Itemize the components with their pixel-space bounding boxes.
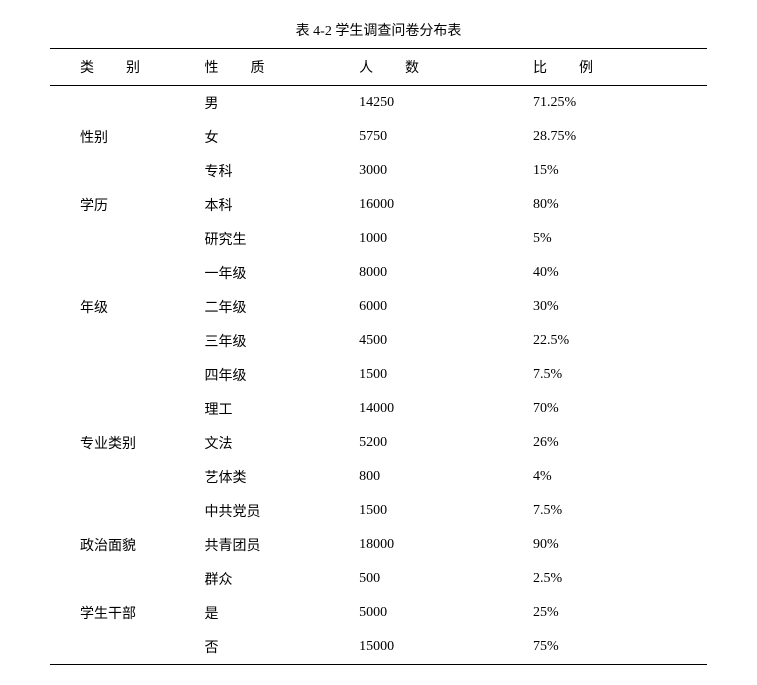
- cell-category: 性别: [50, 120, 195, 154]
- table-body: 男1425071.25%性别女575028.75%专科300015%学历本科16…: [50, 86, 707, 665]
- cell-ratio: 70%: [523, 392, 707, 426]
- cell-count: 5200: [339, 426, 523, 460]
- cell-property: 群众: [195, 562, 340, 596]
- cell-count: 6000: [339, 290, 523, 324]
- cell-category: 学生干部: [50, 596, 195, 630]
- table-row: 一年级800040%: [50, 256, 707, 290]
- cell-ratio: 75%: [523, 630, 707, 665]
- cell-category: [50, 460, 195, 494]
- cell-ratio: 30%: [523, 290, 707, 324]
- cell-count: 800: [339, 460, 523, 494]
- cell-count: 5000: [339, 596, 523, 630]
- cell-count: 8000: [339, 256, 523, 290]
- cell-property: 专科: [195, 154, 340, 188]
- table-row: 四年级15007.5%: [50, 358, 707, 392]
- cell-ratio: 5%: [523, 222, 707, 256]
- cell-count: 14250: [339, 86, 523, 121]
- table-row: 学生干部是500025%: [50, 596, 707, 630]
- cell-category: 学历: [50, 188, 195, 222]
- cell-count: 1000: [339, 222, 523, 256]
- cell-ratio: 28.75%: [523, 120, 707, 154]
- header-count: 人数: [339, 49, 523, 86]
- cell-category: 政治面貌: [50, 528, 195, 562]
- cell-category: [50, 494, 195, 528]
- cell-property: 男: [195, 86, 340, 121]
- cell-property: 艺体类: [195, 460, 340, 494]
- table-row: 群众5002.5%: [50, 562, 707, 596]
- header-category: 类别: [50, 49, 195, 86]
- cell-property: 研究生: [195, 222, 340, 256]
- cell-count: 15000: [339, 630, 523, 665]
- cell-property: 二年级: [195, 290, 340, 324]
- cell-property: 三年级: [195, 324, 340, 358]
- cell-category: 专业类别: [50, 426, 195, 460]
- cell-property: 是: [195, 596, 340, 630]
- cell-category: [50, 222, 195, 256]
- table-row: 艺体类8004%: [50, 460, 707, 494]
- cell-property: 理工: [195, 392, 340, 426]
- cell-category: [50, 256, 195, 290]
- cell-count: 3000: [339, 154, 523, 188]
- cell-ratio: 7.5%: [523, 358, 707, 392]
- cell-ratio: 71.25%: [523, 86, 707, 121]
- cell-ratio: 26%: [523, 426, 707, 460]
- table-row: 否1500075%: [50, 630, 707, 665]
- cell-count: 1500: [339, 494, 523, 528]
- cell-property: 一年级: [195, 256, 340, 290]
- table-row: 男1425071.25%: [50, 86, 707, 121]
- cell-category: 年级: [50, 290, 195, 324]
- cell-category: [50, 86, 195, 121]
- cell-property: 四年级: [195, 358, 340, 392]
- cell-ratio: 7.5%: [523, 494, 707, 528]
- cell-count: 5750: [339, 120, 523, 154]
- table-row: 中共党员15007.5%: [50, 494, 707, 528]
- cell-property: 否: [195, 630, 340, 665]
- cell-property: 共青团员: [195, 528, 340, 562]
- cell-ratio: 15%: [523, 154, 707, 188]
- cell-count: 4500: [339, 324, 523, 358]
- table-caption: 表 4-2 学生调查问卷分布表: [50, 20, 707, 40]
- header-ratio: 比例: [523, 49, 707, 86]
- cell-count: 1500: [339, 358, 523, 392]
- cell-category: [50, 324, 195, 358]
- table-row: 专业类别文法520026%: [50, 426, 707, 460]
- cell-ratio: 22.5%: [523, 324, 707, 358]
- cell-property: 文法: [195, 426, 340, 460]
- cell-ratio: 80%: [523, 188, 707, 222]
- table-row: 理工1400070%: [50, 392, 707, 426]
- cell-category: [50, 392, 195, 426]
- cell-property: 本科: [195, 188, 340, 222]
- cell-category: [50, 358, 195, 392]
- table-row: 政治面貌共青团员1800090%: [50, 528, 707, 562]
- header-property: 性质: [195, 49, 340, 86]
- cell-count: 14000: [339, 392, 523, 426]
- distribution-table: 类别 性质 人数 比例 男1425071.25%性别女575028.75%专科3…: [50, 48, 707, 665]
- table-row: 三年级450022.5%: [50, 324, 707, 358]
- cell-count: 500: [339, 562, 523, 596]
- table-row: 性别女575028.75%: [50, 120, 707, 154]
- cell-property: 女: [195, 120, 340, 154]
- cell-count: 16000: [339, 188, 523, 222]
- cell-ratio: 90%: [523, 528, 707, 562]
- cell-ratio: 25%: [523, 596, 707, 630]
- cell-category: [50, 562, 195, 596]
- table-header-row: 类别 性质 人数 比例: [50, 49, 707, 86]
- cell-category: [50, 154, 195, 188]
- cell-ratio: 40%: [523, 256, 707, 290]
- table-row: 研究生10005%: [50, 222, 707, 256]
- cell-ratio: 4%: [523, 460, 707, 494]
- cell-ratio: 2.5%: [523, 562, 707, 596]
- table-row: 专科300015%: [50, 154, 707, 188]
- cell-category: [50, 630, 195, 665]
- table-row: 年级二年级600030%: [50, 290, 707, 324]
- cell-property: 中共党员: [195, 494, 340, 528]
- cell-count: 18000: [339, 528, 523, 562]
- table-row: 学历本科1600080%: [50, 188, 707, 222]
